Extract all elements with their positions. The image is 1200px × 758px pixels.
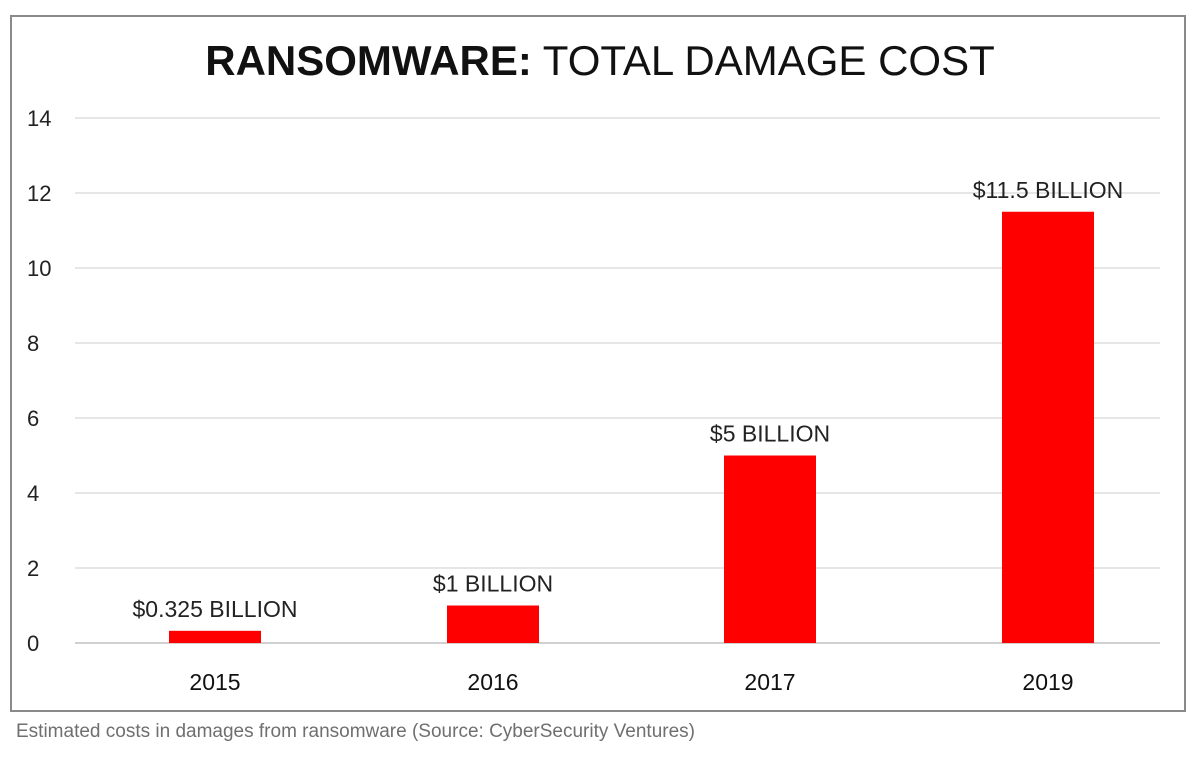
bar-2019 — [1002, 211, 1094, 643]
data-labels: $0.325 BILLION $1 BILLION $5 BILLION $11.5 … — [133, 177, 1124, 622]
y-tick-label: 12 — [27, 181, 51, 206]
figure-caption: Estimated costs in damages from ransomwa… — [16, 721, 695, 742]
y-tick-label: 6 — [27, 406, 39, 431]
data-label-2017: $5 BILLION — [710, 421, 830, 447]
y-tick-label: 0 — [27, 631, 39, 656]
x-tick-label-2015: 2015 — [189, 669, 240, 695]
chart-title: RANSOMWARE: TOTAL DAMAGE COST — [0, 36, 1200, 86]
bar-2016 — [447, 605, 539, 643]
data-label-2019: $11.5 BILLION — [973, 177, 1123, 203]
data-label-2015: $0.325 BILLION — [133, 596, 298, 622]
y-tick-label: 4 — [27, 481, 39, 506]
y-tick-label: 14 — [27, 106, 51, 131]
bars — [169, 211, 1094, 643]
x-tick-label-2016: 2016 — [467, 669, 518, 695]
y-tick-label: 8 — [27, 331, 39, 356]
bar-2017 — [724, 455, 816, 643]
x-tick-label-2019: 2019 — [1022, 669, 1073, 695]
chart-frame — [10, 15, 1186, 712]
data-label-2016: $1 BILLION — [433, 571, 553, 597]
x-axis-categories: 2015 2016 2017 2019 — [189, 669, 1073, 695]
chart-title-light: TOTAL DAMAGE COST — [531, 37, 995, 84]
y-axis-ticks: 0 2 4 6 8 10 12 14 — [27, 106, 51, 656]
bar-2015 — [169, 630, 261, 643]
gridlines — [75, 117, 1160, 644]
x-tick-label-2017: 2017 — [744, 669, 795, 695]
chart-title-bold: RANSOMWARE: — [205, 37, 532, 84]
y-tick-label: 2 — [27, 556, 39, 581]
y-tick-label: 10 — [27, 256, 51, 281]
